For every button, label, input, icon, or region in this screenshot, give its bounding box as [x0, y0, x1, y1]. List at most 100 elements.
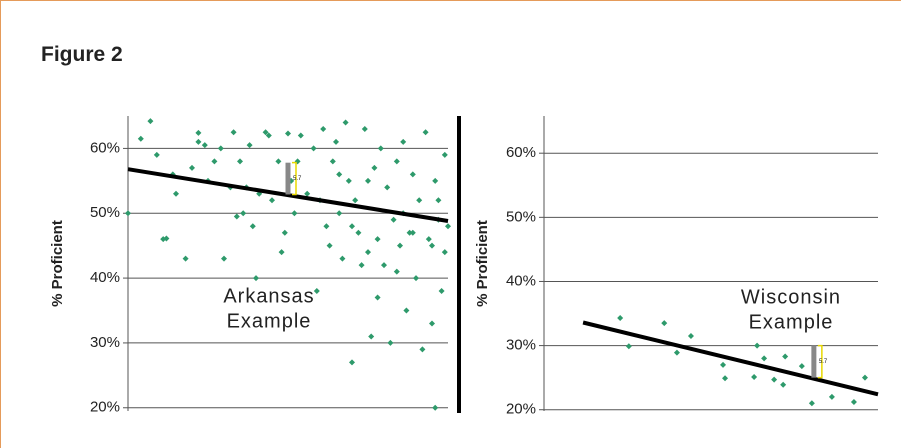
point [754, 342, 761, 349]
point [445, 223, 451, 230]
point [361, 125, 368, 132]
point [320, 125, 327, 132]
point [861, 374, 868, 381]
point [377, 145, 384, 152]
point [432, 404, 439, 411]
point [342, 119, 349, 126]
point [201, 142, 208, 149]
point [374, 294, 381, 301]
gap-bar [811, 345, 817, 378]
point [333, 138, 339, 145]
point [339, 255, 346, 262]
chart-annotation: Example [227, 310, 312, 332]
y-tick-label: 20% [90, 399, 120, 416]
point [137, 135, 144, 142]
point [409, 171, 416, 178]
point [189, 164, 195, 171]
point [393, 268, 400, 275]
y-tick-label: 60% [506, 144, 536, 161]
chart-annotation: Arkansas [223, 285, 314, 307]
point [310, 145, 317, 152]
point [253, 275, 259, 282]
y-tick-label: 50% [506, 208, 536, 225]
point [403, 307, 410, 314]
point [441, 249, 448, 256]
y-tick-label: 20% [506, 401, 536, 418]
figure-title: Figure 2 [41, 43, 123, 66]
chart-annotation: Wisconsin [741, 286, 841, 308]
point [371, 164, 378, 171]
point [195, 138, 202, 145]
point [432, 177, 439, 184]
point [782, 353, 789, 360]
point [326, 242, 333, 249]
point [358, 262, 365, 269]
point [173, 190, 179, 197]
point [661, 320, 668, 327]
point [240, 210, 247, 217]
point [397, 242, 403, 249]
chart-annotation: Example [749, 311, 834, 333]
point [425, 236, 432, 243]
point [281, 229, 288, 236]
gap-bracket [292, 161, 297, 196]
y-tick-label: 50% [90, 204, 120, 221]
point [265, 132, 272, 139]
point [304, 190, 311, 197]
point [345, 177, 352, 184]
point [673, 349, 680, 356]
point [230, 129, 237, 136]
point [313, 288, 320, 295]
point [828, 393, 835, 400]
y-tick-label: 40% [90, 269, 120, 286]
point [429, 242, 435, 249]
point [349, 223, 355, 230]
point [400, 138, 407, 145]
point [147, 118, 154, 125]
point [355, 229, 362, 236]
point [163, 235, 170, 242]
point [617, 315, 624, 322]
y-tick-label: 60% [90, 139, 120, 156]
point [182, 255, 189, 262]
y-tick-label: 40% [506, 272, 536, 289]
point [336, 171, 343, 178]
point [221, 255, 227, 262]
point [275, 158, 282, 165]
point [278, 249, 285, 256]
point [297, 132, 304, 139]
point [780, 381, 787, 388]
point [413, 275, 419, 282]
y-tick-label: 30% [506, 337, 536, 354]
y-axis-title: % Proficient [49, 220, 66, 307]
point [384, 184, 391, 191]
point [291, 210, 298, 217]
point [387, 339, 394, 346]
point [368, 333, 375, 340]
point [429, 320, 435, 327]
gap-label: 5.7 [819, 359, 828, 365]
point [233, 213, 240, 220]
point [285, 130, 291, 137]
point [365, 249, 371, 256]
point [435, 197, 442, 204]
point [687, 332, 694, 339]
point [441, 151, 448, 158]
trend-line [127, 167, 449, 224]
point [269, 197, 275, 204]
point [211, 158, 218, 165]
point [381, 262, 387, 269]
point [808, 400, 815, 407]
y-axis-title: % Proficient [474, 220, 491, 307]
point [416, 197, 423, 204]
point [365, 177, 371, 184]
point [237, 158, 243, 165]
point [249, 223, 256, 230]
point [720, 361, 727, 368]
point [419, 346, 426, 353]
point [771, 376, 778, 383]
gap-bracket [817, 344, 823, 379]
point [329, 158, 336, 165]
